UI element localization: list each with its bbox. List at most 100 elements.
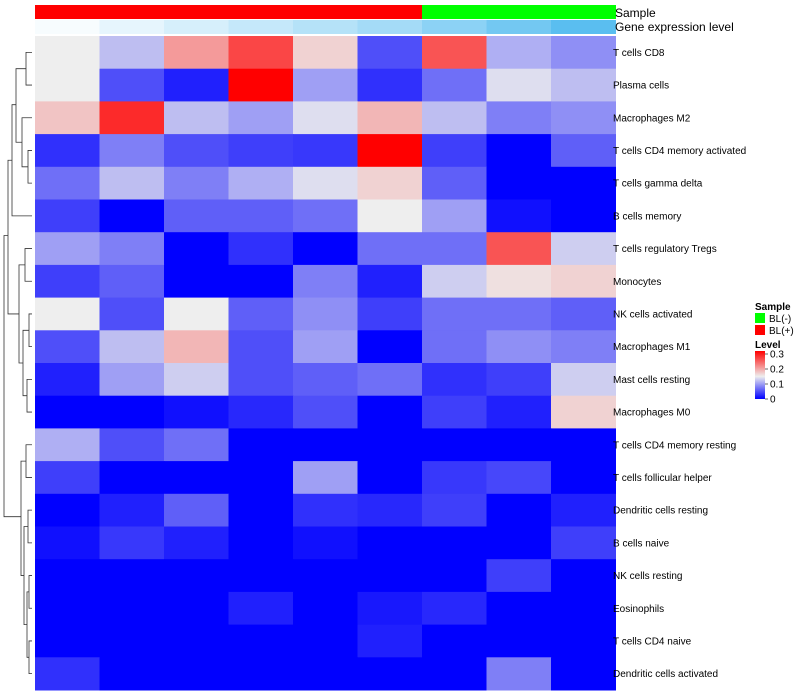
heatmap-cell	[164, 264, 229, 299]
heatmap-cell	[551, 36, 616, 70]
heatmap-cell	[357, 461, 423, 495]
heatmap-cell	[35, 330, 100, 364]
heatmap-cell	[486, 624, 552, 658]
row-label: NK cells resting	[613, 571, 682, 582]
expression-annotation-cell	[228, 20, 294, 34]
heatmap-cell	[357, 395, 423, 429]
row-label: Macrophages M0	[613, 408, 691, 419]
heatmap-cell	[422, 395, 487, 429]
heatmap-cell	[228, 624, 294, 658]
heatmap-cell	[99, 657, 165, 691]
heatmap-cell	[422, 330, 487, 364]
heatmap-cell	[551, 493, 616, 527]
heatmap-cell	[164, 134, 229, 168]
heatmap-cell	[486, 68, 552, 102]
dendrogram-branch	[25, 444, 32, 478]
heatmap-cell	[486, 591, 552, 626]
heatmap-cell	[551, 591, 616, 626]
heatmap-cell	[164, 493, 229, 527]
expression-annotation-cell	[164, 20, 229, 34]
dendrogram-branch	[18, 264, 25, 364]
dendrogram-branch	[28, 575, 32, 609]
heatmap-cell	[293, 36, 358, 70]
heatmap-cell	[164, 363, 229, 397]
heatmap-cell	[293, 264, 358, 299]
dendrogram-branch	[3, 235, 21, 518]
heatmap-cell	[164, 68, 229, 102]
dendrogram-branch	[27, 509, 32, 544]
heatmap-cell	[357, 264, 423, 299]
heatmap-cell	[228, 134, 294, 168]
heatmap-cell	[35, 559, 100, 593]
heatmap-cell	[293, 68, 358, 102]
expression-annotation-cell	[99, 20, 165, 34]
heatmap-cell	[228, 493, 294, 527]
heatmap-cell	[35, 264, 100, 299]
heatmap-cell	[551, 526, 616, 560]
heatmap-cell	[293, 395, 358, 429]
heatmap-cell	[99, 297, 165, 331]
heatmap-cell	[551, 68, 616, 102]
heatmap-cell	[293, 526, 358, 560]
legend-swatch-bl-neg	[755, 313, 765, 323]
dendrogram-branch	[26, 378, 32, 413]
heatmap-cell	[164, 166, 229, 200]
heatmap-cell	[35, 134, 100, 168]
level-tick-label: 0.2	[770, 365, 784, 376]
heatmap-cell	[35, 199, 100, 233]
heatmap-cell	[228, 526, 294, 560]
row-label: T cells regulatory Tregs	[613, 244, 717, 255]
row-label: B cells naive	[613, 538, 670, 549]
dendrogram-branch	[24, 248, 32, 282]
heatmap-cell	[164, 297, 229, 331]
heatmap-cell	[293, 461, 358, 495]
row-label: T cells CD4 memory resting	[613, 440, 736, 451]
heatmap-cell	[228, 297, 294, 331]
heatmap-cell	[35, 657, 100, 691]
heatmap-cell	[551, 363, 616, 397]
heatmap-cell	[422, 166, 487, 200]
expression-annotation-cell	[35, 20, 100, 34]
heatmap-cell	[551, 330, 616, 364]
heatmap-cell	[486, 493, 552, 527]
heatmap-cell	[486, 526, 552, 560]
heatmap-cell	[422, 363, 487, 397]
heatmap-cell	[99, 68, 165, 102]
heatmap-cell	[422, 297, 487, 331]
heatmap-cell	[228, 264, 294, 299]
heatmap-cell	[35, 428, 100, 462]
heatmap-cell	[293, 232, 358, 266]
heatmap-cell	[551, 134, 616, 168]
heatmap-cell	[422, 199, 487, 233]
heatmap-cell	[164, 395, 229, 429]
heatmap-cell	[486, 199, 552, 233]
heatmap-cell	[551, 624, 616, 658]
heatmap-cell	[35, 526, 100, 560]
row-label: T cells CD8	[613, 48, 665, 59]
heatmap-cell	[422, 657, 487, 691]
heatmap-cell	[99, 134, 165, 168]
heatmap-cell	[486, 166, 552, 200]
dendrogram-branch	[21, 117, 32, 168]
heatmap-cell	[551, 199, 616, 233]
heatmap-cell	[164, 461, 229, 495]
heatmap-cell	[486, 657, 552, 691]
expression-annotation-cell	[551, 20, 616, 34]
heatmap-cell	[357, 199, 423, 233]
heatmap-cell	[164, 199, 229, 233]
heatmap-cell	[551, 101, 616, 135]
dendrogram-branch	[28, 640, 32, 675]
row-label: Monocytes	[613, 277, 661, 288]
heatmap-cell	[422, 493, 487, 527]
heatmap-cell	[228, 428, 294, 462]
heatmap-cell	[551, 395, 616, 429]
dendrogram-branch	[27, 150, 32, 184]
heatmap-cell	[551, 232, 616, 266]
heatmap-cell	[357, 493, 423, 527]
heatmap-cell	[35, 166, 100, 200]
legend-level-title: Level	[755, 340, 781, 351]
heatmap-cell	[228, 363, 294, 397]
heatmap-cell	[99, 101, 165, 135]
heatmap-cell	[164, 526, 229, 560]
dendrogram-branch	[25, 51, 32, 86]
